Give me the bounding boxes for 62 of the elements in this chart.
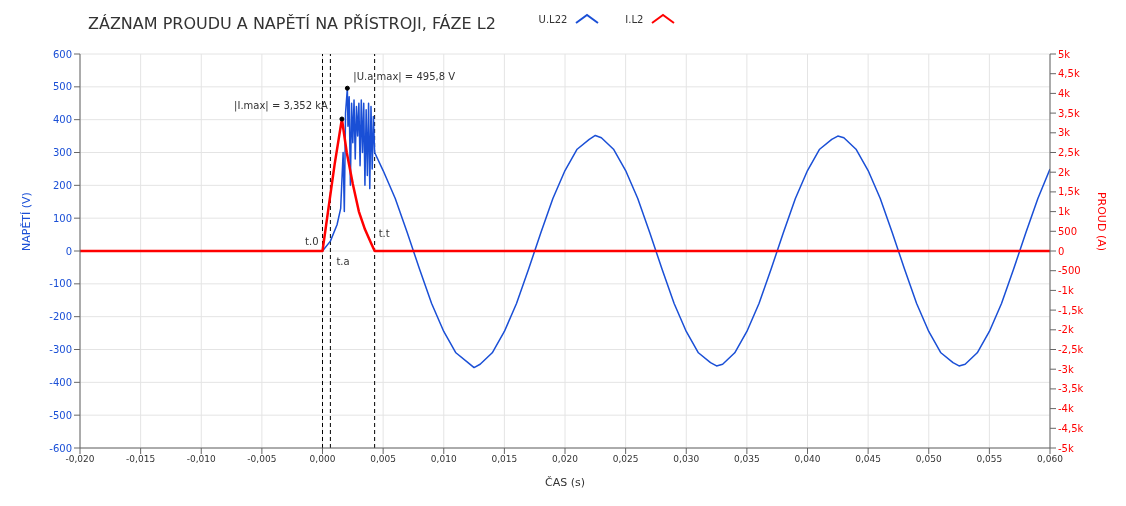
y-axis-title: NAPĚTÍ (V) bbox=[19, 192, 33, 251]
x-tick-label: 0,005 bbox=[370, 454, 397, 465]
y2-tick-label: -1,5k bbox=[1058, 304, 1084, 316]
y2-tick-label: -500 bbox=[1058, 265, 1081, 277]
legend-label: I.L2 bbox=[625, 12, 645, 26]
ref-line-label: t.t bbox=[378, 228, 390, 239]
annotation: |U.a.max| = 495,8 V bbox=[353, 71, 456, 84]
y2-tick-label: 5k bbox=[1058, 48, 1071, 60]
y2-tick-label: -2k bbox=[1058, 324, 1074, 336]
y2-tick-label: -3,5k bbox=[1058, 383, 1084, 395]
ref-line-label: t.0 bbox=[305, 236, 319, 247]
y-tick-label: 100 bbox=[52, 212, 72, 224]
x-tick-label: -0,005 bbox=[247, 454, 277, 465]
y-tick-label: 200 bbox=[52, 179, 72, 191]
y-tick-label: 600 bbox=[52, 48, 72, 60]
y-tick-label: -200 bbox=[49, 311, 72, 323]
y-tick-label: -500 bbox=[49, 409, 72, 421]
y2-tick-label: -2,5k bbox=[1058, 344, 1084, 356]
chart-title: ZÁZNAM PROUDU A NAPĚTÍ NA PŘÍSTROJI, FÁZE L2 bbox=[88, 14, 496, 33]
y-tick-label: -600 bbox=[49, 442, 72, 454]
legend-label: U.L22 bbox=[538, 12, 569, 26]
x-tick-label: 0,055 bbox=[976, 454, 1003, 465]
y-tick-label: 400 bbox=[52, 114, 72, 126]
y2-axis-title: PROUD (A) bbox=[1095, 191, 1109, 251]
ref-line-label: t.a bbox=[336, 256, 350, 267]
annotation: |I.max| = 3,352 kA bbox=[234, 100, 329, 113]
y2-tick-label: -4k bbox=[1058, 403, 1074, 415]
y2-tick-label: 1,5k bbox=[1058, 186, 1080, 198]
x-tick-label: 0,015 bbox=[491, 454, 518, 465]
y2-tick-label: 0 bbox=[1058, 245, 1065, 257]
y-tick-label: 300 bbox=[52, 147, 72, 159]
y2-tick-label: -3k bbox=[1058, 363, 1074, 375]
x-tick-label: 0,000 bbox=[309, 454, 336, 465]
y2-tick-label: 2k bbox=[1058, 166, 1071, 178]
x-tick-label: 0,025 bbox=[612, 454, 639, 465]
y2-tick-label: 4k bbox=[1058, 87, 1071, 99]
x-tick-label: 0,010 bbox=[430, 454, 457, 465]
x-tick-label: 0,045 bbox=[855, 454, 882, 465]
x-tick-label: -0,010 bbox=[186, 454, 217, 465]
y-tick-label: 0 bbox=[65, 245, 72, 257]
y2-tick-label: 500 bbox=[1058, 225, 1078, 237]
y2-tick-label: 2,5k bbox=[1058, 147, 1080, 159]
y2-tick-label: 4,5k bbox=[1058, 68, 1080, 80]
x-tick-label: 0,060 bbox=[1037, 454, 1064, 465]
y-tick-label: -100 bbox=[49, 278, 72, 290]
x-tick-label: 0,035 bbox=[733, 454, 760, 465]
x-tick-label: 0,020 bbox=[552, 454, 579, 465]
x-tick-label: 0,040 bbox=[794, 454, 821, 465]
x-axis-title: ČAS (s) bbox=[545, 476, 585, 489]
y2-tick-label: -1k bbox=[1058, 284, 1074, 296]
x-tick-label: 0,050 bbox=[915, 454, 942, 465]
x-tick-label: -0,015 bbox=[126, 454, 156, 465]
x-tick-label: -0,020 bbox=[65, 454, 95, 465]
x-tick-label: 0,030 bbox=[673, 454, 700, 465]
y2-tick-label: 1k bbox=[1058, 206, 1071, 218]
y2-tick-label: 3,5k bbox=[1058, 107, 1080, 119]
y2-tick-label: 3k bbox=[1058, 127, 1071, 139]
y-tick-label: -400 bbox=[49, 376, 72, 388]
y-tick-label: 500 bbox=[52, 81, 72, 93]
y-tick-label: -300 bbox=[49, 344, 72, 356]
y2-tick-label: -4,5k bbox=[1058, 422, 1084, 434]
y2-tick-label: -5k bbox=[1058, 442, 1074, 454]
